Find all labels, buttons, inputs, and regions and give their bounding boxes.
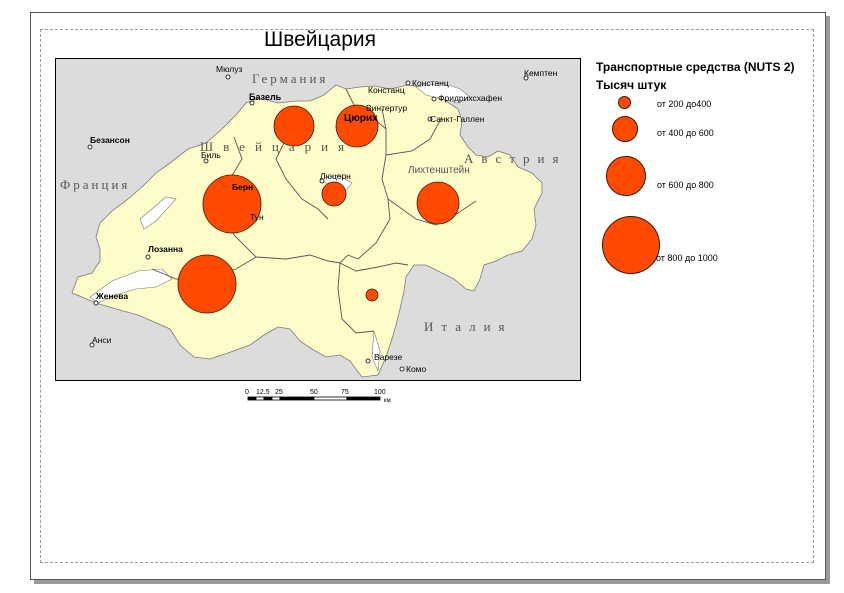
legend-label-1: от 200 до400 [657, 99, 712, 109]
scale-tick-100: 100 [374, 389, 386, 396]
city-label-annecy: Анси [92, 335, 112, 345]
city-label-konstanz-2: Констанц [368, 85, 405, 95]
city-label-bern: Берн [232, 182, 253, 192]
country-label-switzerland: Швейцария [200, 139, 354, 154]
legend-label-2: от 400 до 600 [657, 128, 714, 138]
country-label-austria: Австрия [464, 151, 567, 166]
country-label-france: Франция [60, 177, 130, 192]
scale-tick-0: 0 [245, 389, 249, 396]
city-label-basel: Базель [249, 92, 282, 102]
lake-geneva [89, 268, 173, 304]
symbol-ticino[interactable] [365, 288, 379, 302]
legend-title: Транспортные средства (NUTS 2) [596, 60, 795, 74]
city-label-como: Комо [406, 364, 427, 374]
scale-tick-12-5: 12.5 [256, 389, 270, 396]
city-label-zurich: Цюрих [344, 113, 378, 124]
map-title: Швейцария [263, 28, 377, 51]
city-label-friedrichshafen: Фридрихсхафен [438, 93, 502, 103]
city-label-lucerne: Люцерн [320, 171, 351, 181]
scale-tick-50: 50 [310, 389, 318, 396]
city-label-geneva: Женева [95, 291, 128, 301]
symbol-zurich-region-north[interactable] [273, 105, 315, 147]
legend-symbol-2 [612, 116, 638, 142]
country-label-germany: Германия [252, 71, 328, 86]
city-label-mulhouse: Мюлуз [216, 64, 242, 74]
symbol-central[interactable] [321, 181, 347, 207]
city-label-st-gallen: Санкт-Галлен [430, 114, 485, 124]
city-label-besancon: Безансон [90, 135, 130, 145]
scale-tick-75: 75 [341, 389, 349, 396]
legend-symbol-4 [602, 216, 660, 274]
scale-unit: км [384, 398, 391, 404]
page-inner-border [40, 29, 814, 563]
country-label-italy: Италия [424, 319, 513, 334]
symbol-zurich[interactable] [335, 104, 379, 148]
symbol-espace-mittelland[interactable] [202, 174, 262, 234]
lake-neuchatel [139, 196, 177, 230]
city-label-lausanne: Лозанна [148, 244, 183, 254]
lake-maggiore [371, 330, 381, 372]
city-label-biel: Биль [201, 150, 221, 160]
city-dots [87, 74, 529, 372]
city-label-winterthur: Винтертур [366, 103, 407, 113]
map-svg: Германия Швейцария Австрия Франция Итали… [56, 59, 580, 380]
legend-subtitle: Тысяч штук [596, 78, 667, 92]
scale-tick-25: 25 [275, 389, 283, 396]
city-label-konstanz-1: Констанц [412, 78, 449, 88]
symbol-lemanique[interactable] [177, 254, 237, 314]
city-label-varese: Варезе [374, 352, 402, 362]
lake-constance [415, 82, 471, 104]
symbol-eastern[interactable] [416, 181, 460, 225]
scale-bar: 0 12.5 25 50 75 100 км [244, 386, 404, 410]
legend-symbol-1 [618, 96, 631, 109]
city-label-thun: Тун [250, 212, 264, 222]
city-label-liechtenstein: Лихтенштейн [408, 165, 470, 176]
legend-symbol-3 [606, 156, 646, 196]
legend-label-3: от 600 до 800 [657, 180, 714, 190]
legend-label-4: от 800 до 1000 [656, 253, 718, 263]
map-frame[interactable]: Германия Швейцария Австрия Франция Итали… [55, 58, 581, 381]
city-label-kempten: Кемптен [524, 68, 558, 78]
